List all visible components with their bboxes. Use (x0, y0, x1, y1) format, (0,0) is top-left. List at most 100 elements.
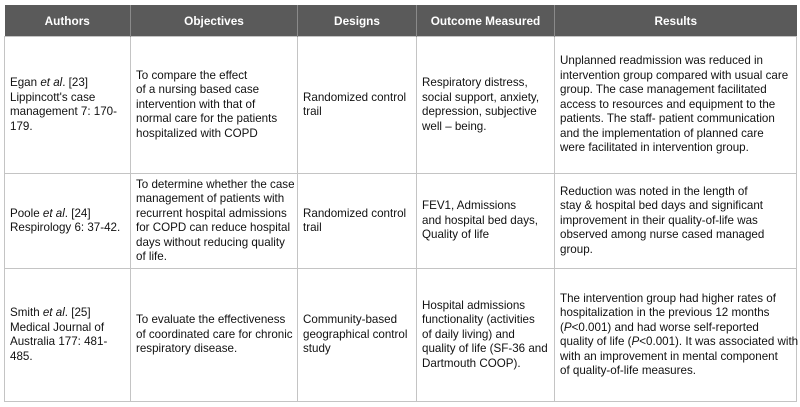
cell-line: Hospital admissions (422, 298, 526, 312)
cell-objectives: To evaluate the effectiveness of coordina… (130, 268, 298, 402)
cell-line: of daily living) and (422, 327, 515, 341)
author-name: Egan (10, 76, 41, 89)
cell-outcome: Respiratory distress, social support, anx… (416, 36, 555, 174)
cell-results: The intervention group had higher rates … (554, 268, 798, 402)
author-ref: . [24] (64, 206, 91, 220)
header-results: Results (554, 5, 797, 37)
cell-line: Respiratory distress, (422, 76, 528, 89)
cell-line: Respirology 6: 37-42. (10, 221, 121, 234)
text-segment: with an improvement in mental component (560, 349, 778, 363)
text-segment: of quality-of-life measures. (560, 364, 696, 377)
cell-line: Randomized control (303, 206, 407, 220)
cell-line: management 7: 170- (10, 105, 117, 118)
cell-line: study (303, 342, 331, 356)
cell-line: quality of life (P<0.001). It was associ… (560, 335, 798, 350)
header-authors: Authors (4, 5, 131, 37)
cell-line: Unplanned readmission was reduced in (560, 54, 764, 68)
table-row: Poole et al. [24] Respirology 6: 37-42. To… (4, 173, 797, 269)
cell-line: To determine whether the case (136, 177, 295, 191)
cell-line: for COPD can reduce hospital (136, 221, 291, 234)
cell-line: depression, subjective (422, 105, 537, 118)
text-segment: P (563, 320, 572, 334)
cell-line: well – being. (422, 119, 487, 133)
cell-line: FEV1, Admissions (422, 199, 517, 213)
cell-line: observed among nurse cased managed (560, 228, 765, 242)
cell-line: trail (303, 221, 322, 234)
cell-line: group. (560, 242, 593, 256)
author-name: Smith (10, 306, 43, 319)
cell-design: Randomized control trail (297, 36, 417, 174)
text-segment: P (631, 335, 640, 348)
cell-authors: Smith et al. [25] Medical Journal of Austr… (4, 268, 131, 402)
cell-line: and hospital bed days, (422, 213, 539, 227)
studies-table: Authors Objectives Designs Outcome Measu… (4, 5, 798, 402)
text-segment: <0.001) and had worse self-reported (571, 320, 759, 334)
cell-line: (P<0.001) and had worse self-reported (560, 321, 791, 336)
cell-authors: Poole et al. [24] Respirology 6: 37-42. (4, 173, 131, 269)
header-row: Authors Objectives Designs Outcome Measu… (4, 5, 797, 37)
header-designs: Designs (297, 5, 417, 37)
author-name: Poole (10, 206, 43, 220)
cell-line: improvement in their quality-of-life was (560, 213, 758, 227)
text-segment: The intervention group had higher rates … (560, 291, 776, 305)
cell-design: Randomized control trail (297, 173, 417, 269)
text-segment: <0.001). It was associated with (639, 335, 799, 348)
table-row: Egan et al. [23] Lippincott's case managem… (4, 36, 797, 174)
text-segment: hospitalization in the previous 12 month… (560, 306, 770, 319)
cell-objectives: To compare the effect of a nursing based … (130, 36, 298, 174)
cell-results: Reduction was noted in the length of stay… (554, 173, 797, 269)
cell-line: of a nursing based case (136, 83, 260, 97)
cell-line: Quality of life (422, 228, 490, 242)
header-outcome: Outcome Measured (416, 5, 555, 37)
cell-line: Australia 177: 481- (10, 335, 108, 348)
cell-line: Lippincott's case (10, 90, 96, 104)
cell-line: of quality-of-life measures. (560, 364, 791, 379)
cell-line: 179. (10, 119, 33, 133)
cell-line: recurrent hospital admissions (136, 206, 287, 220)
cell-line: intervention with that of (136, 97, 256, 111)
cell-line: Reduction was noted in the length of (560, 184, 748, 198)
cell-line: Dartmouth COOP). (422, 356, 521, 370)
cell-line: patients. The staff- patient communicati… (560, 112, 775, 126)
cell-objectives: To determine whether the case management … (130, 173, 298, 269)
cell-line: 485. (10, 349, 33, 363)
author-ref: . [25] (64, 306, 91, 319)
cell-line: normal care for the patients (136, 112, 278, 126)
text-segment: ( (560, 320, 564, 334)
cell-results: Unplanned readmission was reduced in inte… (554, 36, 797, 174)
cell-line: intervention group compared with usual c… (560, 68, 789, 82)
cell-line: days without reducing quality (136, 235, 285, 249)
cell-line: stay & hospital bed days and significant (560, 199, 764, 213)
cell-line: were facilitated in intervention group. (560, 141, 749, 155)
author-citation: Poole et al. [24] (10, 207, 125, 222)
cell-line: management of patients with (136, 192, 285, 205)
author-etal: et al (42, 306, 65, 319)
cell-line: and the implementation of planned care (560, 126, 764, 140)
cell-authors: Egan et al. [23] Lippincott's case managem… (4, 36, 131, 174)
cell-design: Community-based geographical control study (297, 268, 417, 402)
text-segment: quality of life ( (560, 335, 632, 348)
cell-line: quality of life (SF-36 and (422, 342, 548, 356)
cell-line: Community-based (303, 313, 398, 327)
cell-line: geographical control (303, 327, 408, 341)
cell-line: social support, anxiety, (422, 90, 540, 104)
cell-line: access to resources and equipment to the (560, 97, 776, 111)
cell-line: group. The case management facilitated (560, 83, 767, 97)
author-etal: et al (42, 206, 65, 220)
cell-outcome: FEV1, Admissions and hospital bed days, Qu… (416, 173, 555, 269)
author-etal: et al (40, 76, 63, 89)
author-ref: . [23] (62, 76, 89, 89)
cell-outcome: Hospital admissions functionality (activi… (416, 268, 555, 402)
cell-line: hospitalization in the previous 12 month… (560, 306, 791, 321)
cell-line: Medical Journal of (10, 320, 105, 334)
cell-line: To compare the effect (136, 68, 248, 82)
cell-line: of life. (136, 250, 167, 263)
cell-line: of coordinated care for chronic (136, 327, 293, 341)
header-objectives: Objectives (130, 5, 298, 37)
cell-line: hospitalized with COPD (136, 126, 258, 140)
cell-line: respiratory disease. (136, 342, 238, 356)
cell-line: The intervention group had higher rates … (560, 292, 791, 307)
author-citation: Smith et al. [25] (10, 306, 125, 321)
cell-line: functionality (activities (422, 313, 535, 327)
cell-line: To evaluate the effectiveness (136, 313, 286, 327)
